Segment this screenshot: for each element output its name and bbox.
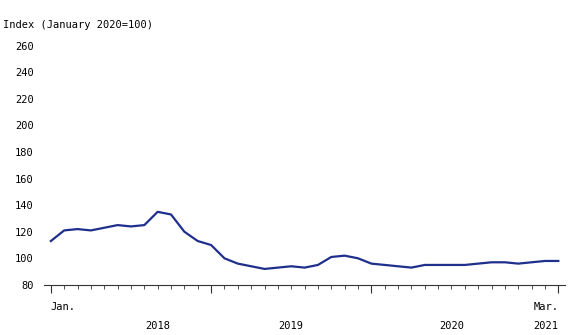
Text: 2019: 2019 [279,321,304,331]
Text: Index (January 2020=100): Index (January 2020=100) [3,20,153,30]
Text: 2018: 2018 [145,321,170,331]
Text: 2021: 2021 [534,321,559,331]
Text: 2020: 2020 [439,321,464,331]
Text: Mar.: Mar. [534,302,559,312]
Text: Jan.: Jan. [51,302,76,312]
